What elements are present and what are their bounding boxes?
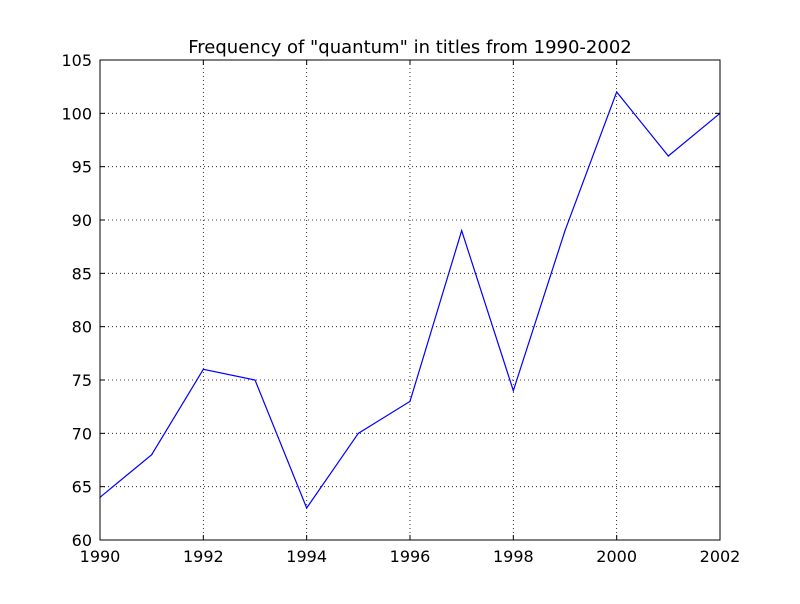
data-point (151, 454, 153, 456)
y-tick-label: 105 (61, 51, 92, 70)
y-tick-label: 70 (72, 424, 92, 443)
y-tick-label: 95 (72, 158, 92, 177)
x-tick-label: 2000 (596, 547, 637, 566)
data-point (254, 379, 256, 381)
y-tick-label: 90 (72, 211, 92, 230)
data-point (409, 400, 411, 402)
x-tick-label: 1992 (183, 547, 224, 566)
data-point (202, 368, 204, 370)
y-tick-label: 85 (72, 264, 92, 283)
y-tick-label: 100 (61, 104, 92, 123)
x-tick-label: 2002 (700, 547, 741, 566)
y-tick-label: 75 (72, 371, 92, 390)
data-point (667, 155, 669, 157)
data-point (512, 390, 514, 392)
y-tick-label: 60 (72, 531, 92, 550)
y-tick-label: 65 (72, 478, 92, 497)
data-point (564, 230, 566, 232)
y-tick-label: 80 (72, 318, 92, 337)
x-tick-label: 1990 (80, 547, 121, 566)
ticks-layer: 1990 1992 1994 1996 1998 2000 2002 60 65 70 75 80 85… (61, 51, 740, 566)
series-layer (99, 90, 721, 510)
data-point (461, 230, 463, 232)
x-tick-label: 1994 (286, 547, 327, 566)
grid-layer (100, 60, 720, 540)
chart-title: Frequency of "quantum" in titles from 19… (188, 37, 631, 58)
data-point (357, 432, 359, 434)
data-point (306, 507, 308, 509)
x-tick-label: 1998 (493, 547, 534, 566)
x-tick-label: 1996 (390, 547, 431, 566)
data-point (616, 91, 618, 93)
